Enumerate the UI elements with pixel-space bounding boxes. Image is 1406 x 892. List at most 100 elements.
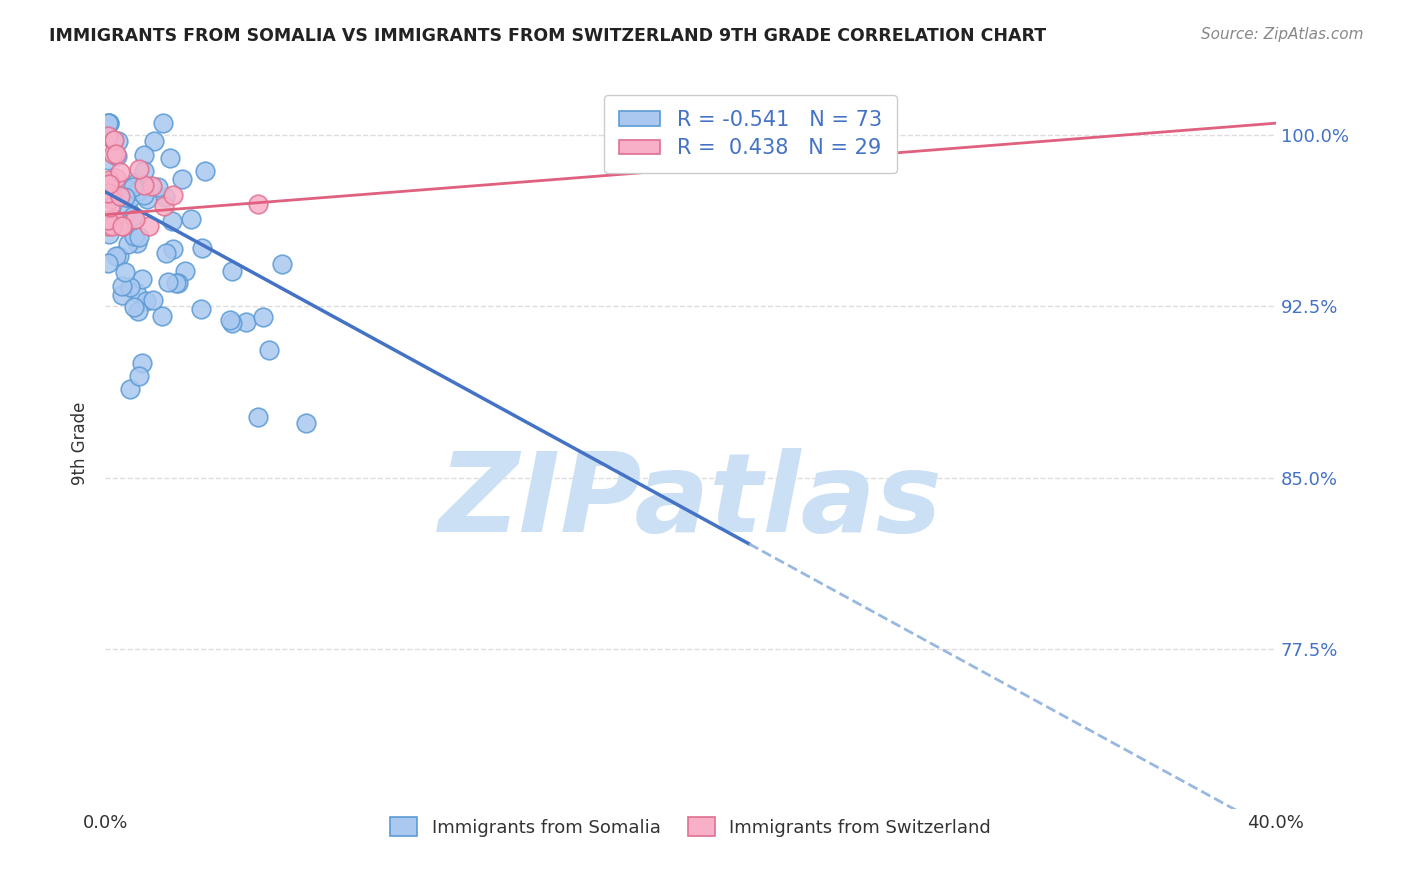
Point (108, 189, 131, 203)
Point (134, 148, 156, 162)
Point (124, 300, 146, 314)
Point (97, 128, 120, 143)
Point (142, 134, 165, 148)
Point (97, 153, 120, 168)
Point (167, 276, 190, 290)
Point (150, 309, 173, 323)
Point (174, 264, 197, 278)
Point (97, 213, 120, 227)
Point (111, 288, 134, 302)
Point (103, 133, 125, 147)
Point (107, 134, 129, 148)
Legend: Immigrants from Somalia, Immigrants from Switzerland: Immigrants from Somalia, Immigrants from… (382, 810, 998, 844)
Point (152, 199, 174, 213)
Point (98, 174, 121, 188)
Point (97, 256, 120, 270)
Point (114, 265, 136, 279)
Point (97, 177, 120, 191)
Point (101, 133, 124, 147)
Point (101, 184, 124, 198)
Point (156, 275, 179, 289)
Point (152, 116, 174, 130)
Point (191, 241, 214, 255)
Point (118, 204, 141, 219)
Point (136, 192, 159, 206)
Point (101, 188, 124, 202)
Text: IMMIGRANTS FROM SOMALIA VS IMMIGRANTS FROM SWITZERLAND 9TH GRADE CORRELATION CHA: IMMIGRANTS FROM SOMALIA VS IMMIGRANTS FR… (49, 27, 1046, 45)
Point (122, 209, 145, 223)
Point (98, 116, 121, 130)
Point (117, 237, 139, 252)
Point (129, 180, 152, 194)
Point (97, 186, 120, 200)
Point (120, 382, 142, 396)
Point (111, 279, 134, 293)
Point (148, 180, 170, 194)
Point (128, 368, 150, 383)
Point (104, 249, 127, 263)
Point (105, 146, 128, 161)
Point (100, 200, 122, 214)
Point (162, 242, 184, 256)
Point (97, 116, 120, 130)
Point (98, 227, 121, 242)
Point (128, 161, 150, 176)
Point (122, 180, 145, 194)
Point (101, 147, 124, 161)
Point (100, 192, 122, 206)
Point (97, 186, 120, 200)
Point (172, 172, 194, 186)
Point (125, 175, 148, 189)
Point (257, 343, 280, 358)
Point (155, 245, 177, 260)
Point (252, 310, 274, 325)
Point (194, 163, 217, 178)
Point (132, 178, 155, 192)
Point (110, 165, 132, 179)
Point (124, 211, 146, 226)
Point (108, 249, 131, 263)
Point (139, 178, 162, 193)
Point (128, 230, 150, 244)
Point (101, 219, 124, 233)
Point (219, 312, 242, 326)
Point (221, 316, 243, 330)
Point (135, 294, 157, 309)
Point (108, 215, 131, 229)
Point (103, 212, 125, 227)
Point (247, 409, 270, 424)
Point (127, 184, 149, 198)
Point (134, 163, 156, 178)
Y-axis label: 9th Grade: 9th Grade (72, 401, 89, 485)
Point (97, 219, 120, 233)
Point (118, 191, 141, 205)
Point (190, 301, 212, 316)
Point (134, 188, 156, 202)
Point (131, 356, 153, 370)
Point (159, 151, 181, 165)
Point (162, 188, 184, 202)
Point (98, 172, 121, 186)
Point (138, 219, 160, 233)
Point (125, 236, 148, 251)
Point (180, 211, 202, 226)
Point (111, 219, 134, 233)
Point (247, 196, 270, 211)
Point (111, 219, 134, 233)
Point (221, 264, 243, 278)
Point (105, 149, 128, 163)
Point (235, 315, 257, 329)
Point (131, 272, 153, 286)
Point (118, 279, 141, 293)
Point (112, 181, 135, 195)
Point (127, 303, 149, 318)
Point (97, 116, 120, 130)
Point (141, 293, 163, 307)
Text: ZIPatlas: ZIPatlas (439, 449, 942, 556)
Point (104, 170, 127, 185)
Point (98, 181, 121, 195)
Point (141, 179, 163, 194)
Point (160, 214, 183, 228)
Point (295, 416, 318, 430)
Point (165, 276, 187, 290)
